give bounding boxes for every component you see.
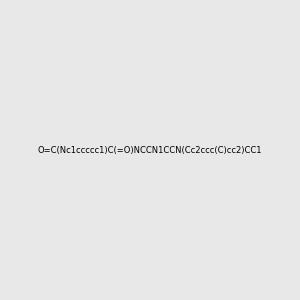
Text: O=C(Nc1ccccc1)C(=O)NCCN1CCN(Cc2ccc(C)cc2)CC1: O=C(Nc1ccccc1)C(=O)NCCN1CCN(Cc2ccc(C)cc2… [38, 146, 262, 154]
